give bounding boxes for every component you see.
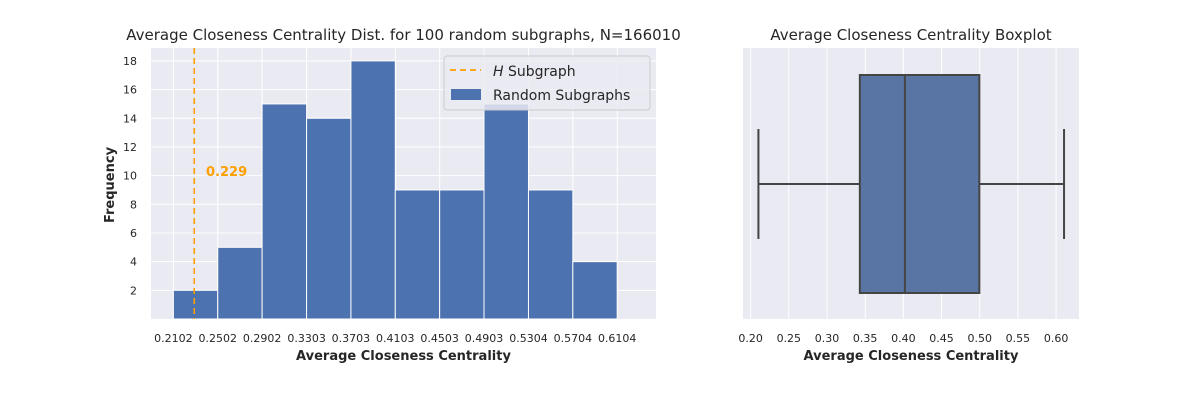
hist-y-tick-label: 18 bbox=[123, 55, 137, 68]
histogram-title: Average Closeness Centrality Dist. for 1… bbox=[126, 26, 681, 44]
histogram-y-ticks: 2 4 6 8 10 12 14 16 18 bbox=[123, 55, 137, 297]
legend-bar-swatch bbox=[451, 89, 481, 100]
histogram-bar bbox=[306, 117, 352, 320]
histogram-bar bbox=[172, 289, 219, 320]
histogram-x-label: Average Closeness Centrality bbox=[296, 349, 511, 364]
legend-label-random: Random Subgraphs bbox=[493, 88, 630, 104]
box-x-tick-label: 0.20 bbox=[738, 332, 763, 345]
histogram-bar bbox=[483, 103, 529, 320]
hist-y-tick-label: 8 bbox=[130, 198, 137, 211]
boxplot-x-ticks: 0.20 0.25 0.30 0.35 0.40 0.45 0.50 0.55 0.60 bbox=[738, 332, 1068, 345]
histogram-bar bbox=[350, 60, 396, 320]
histogram-bar bbox=[527, 189, 574, 320]
iqr-box bbox=[858, 74, 981, 294]
hist-y-tick-label: 12 bbox=[123, 141, 137, 154]
hist-x-tick-label: 0.3703 bbox=[332, 332, 371, 345]
legend-frame bbox=[443, 55, 651, 111]
histogram-bar bbox=[572, 261, 618, 320]
reference-annotation: 0.229 bbox=[206, 165, 247, 180]
hist-y-tick-label: 10 bbox=[123, 170, 137, 183]
hist-y-tick-label: 4 bbox=[130, 256, 137, 269]
box-x-tick-label: 0.55 bbox=[1006, 332, 1031, 345]
box-x-tick-label: 0.35 bbox=[853, 332, 878, 345]
histogram-bar bbox=[261, 103, 308, 320]
histogram-bars bbox=[172, 60, 618, 320]
boxplot-x-label: Average Closeness Centrality bbox=[804, 349, 1019, 364]
box-x-tick-label: 0.30 bbox=[815, 332, 840, 345]
hist-x-tick-label: 0.3303 bbox=[287, 332, 326, 345]
legend-label-h-suffix: Subgraph bbox=[504, 64, 576, 80]
hist-x-tick-label: 0.2102 bbox=[154, 332, 193, 345]
hist-x-tick-label: 0.5704 bbox=[554, 332, 593, 345]
hist-x-tick-label: 0.4103 bbox=[376, 332, 415, 345]
box-x-tick-label: 0.50 bbox=[967, 332, 992, 345]
box-x-tick-label: 0.25 bbox=[777, 332, 802, 345]
hist-x-tick-label: 0.6104 bbox=[598, 332, 637, 345]
boxplot-shapes bbox=[757, 74, 1066, 294]
legend-label-h: H bbox=[493, 64, 504, 80]
histogram-x-ticks: 0.2102 0.2502 0.2902 0.3303 0.3703 0.4103 0.45… bbox=[154, 332, 636, 345]
hist-x-tick-label: 0.2902 bbox=[243, 332, 282, 345]
histogram-bar bbox=[217, 246, 263, 320]
histogram-bar bbox=[439, 189, 485, 320]
hist-y-tick-label: 6 bbox=[130, 227, 137, 240]
legend-label-h-subgraph: H Subgraph bbox=[493, 64, 576, 80]
hist-x-tick-label: 0.5304 bbox=[509, 332, 548, 345]
histogram-bar bbox=[394, 189, 441, 320]
box-x-tick-label: 0.60 bbox=[1044, 332, 1069, 345]
boxplot-chart: 0.20 0.25 0.30 0.35 0.40 0.45 0.50 0.55 0.60 Ave… bbox=[738, 26, 1079, 364]
box-x-tick-label: 0.40 bbox=[891, 332, 916, 345]
hist-y-tick-label: 16 bbox=[123, 84, 137, 97]
box-x-tick-label: 0.45 bbox=[929, 332, 954, 345]
hist-y-tick-label: 2 bbox=[130, 284, 137, 297]
hist-x-tick-label: 0.4903 bbox=[465, 332, 504, 345]
hist-x-tick-label: 0.2502 bbox=[199, 332, 238, 345]
histogram-y-label: Frequency bbox=[103, 146, 118, 223]
hist-x-tick-label: 0.4503 bbox=[420, 332, 459, 345]
boxplot-title: Average Closeness Centrality Boxplot bbox=[770, 26, 1051, 44]
legend: H Subgraph Random Subgraphs bbox=[443, 55, 651, 111]
hist-y-tick-label: 14 bbox=[123, 112, 137, 125]
